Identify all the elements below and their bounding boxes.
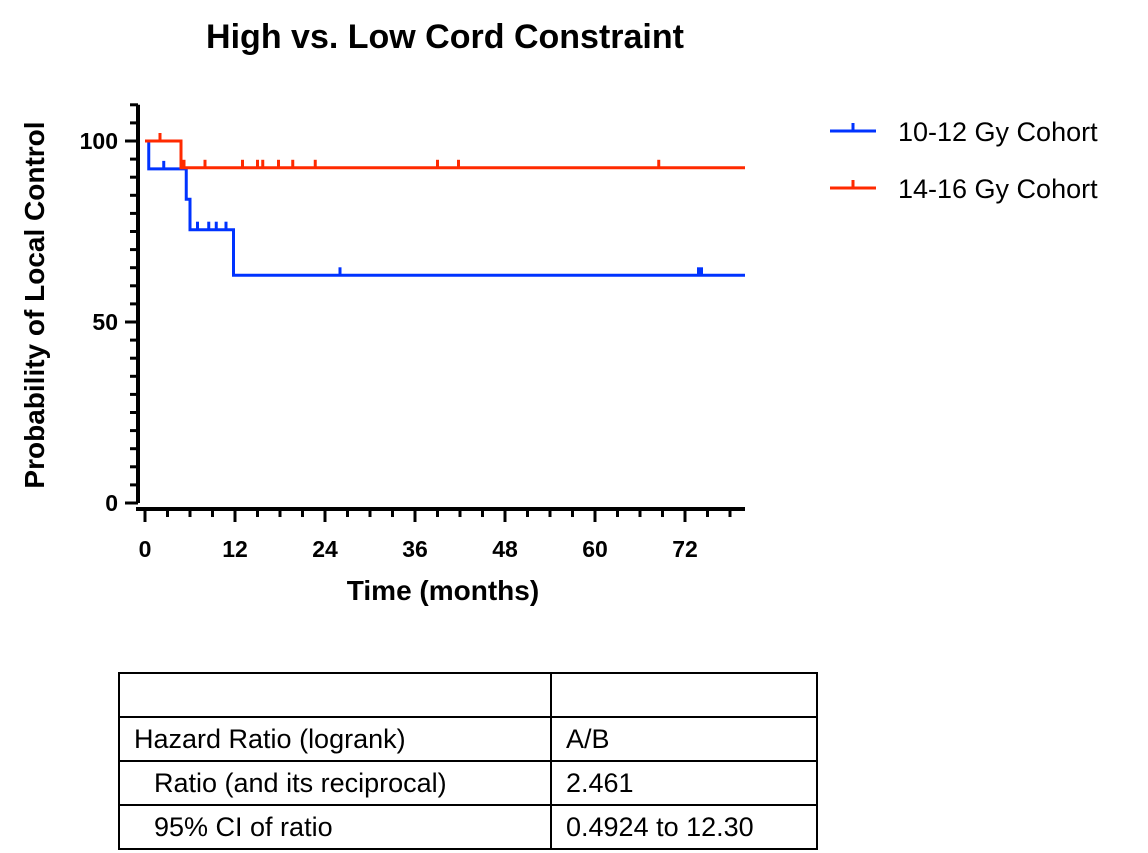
legend-label: 10-12 Gy Cohort	[898, 117, 1098, 147]
y-tick-label: 50	[92, 309, 118, 335]
table-row: Ratio (and its reciprocal) 2.461	[118, 760, 818, 806]
x-axis-label: Time (months)	[347, 575, 539, 606]
table-cell-label: Hazard Ratio (logrank)	[118, 716, 552, 762]
x-tick-label: 72	[672, 536, 698, 562]
x-tick-label: 36	[402, 536, 428, 562]
table-row: 95% CI of ratio 0.4924 to 12.30	[118, 804, 818, 850]
x-tick-label: 12	[222, 536, 248, 562]
x-tick-label: 24	[312, 536, 338, 562]
y-tick-label: 100	[80, 128, 118, 154]
hazard-ratio-table: Hazard Ratio (logrank) A/B Ratio (and it…	[118, 672, 818, 850]
series-line-2	[145, 139, 745, 170]
x-tick-label: 48	[492, 536, 518, 562]
table-cell-label: Ratio (and its reciprocal)	[118, 760, 552, 806]
series-layer	[145, 133, 745, 277]
series-line-1	[145, 139, 745, 277]
table-cell-value: 0.4924 to 12.30	[550, 804, 818, 850]
y-axis-label: Probability of Local Control	[19, 121, 50, 488]
x-tick-label: 0	[139, 536, 152, 562]
table-header-row	[118, 672, 818, 718]
axes: 0 50 100 0 12 24 36 48 60 72	[80, 103, 745, 562]
table-header-cell	[118, 672, 552, 718]
table-row: Hazard Ratio (logrank) A/B	[118, 716, 818, 762]
km-chart: High vs. Low Cord Constraint Probability…	[19, 18, 1098, 606]
table-cell-label: 95% CI of ratio	[118, 804, 552, 850]
legend: 10-12 Gy Cohort 14-16 Gy Cohort	[830, 117, 1098, 204]
table-header-cell	[550, 672, 818, 718]
legend-label: 14-16 Gy Cohort	[898, 174, 1098, 204]
chart-title: High vs. Low Cord Constraint	[206, 18, 684, 56]
table-cell-value: A/B	[550, 716, 818, 762]
x-tick-label: 60	[582, 536, 608, 562]
table-cell-value: 2.461	[550, 760, 818, 806]
y-tick-label: 0	[105, 490, 118, 516]
